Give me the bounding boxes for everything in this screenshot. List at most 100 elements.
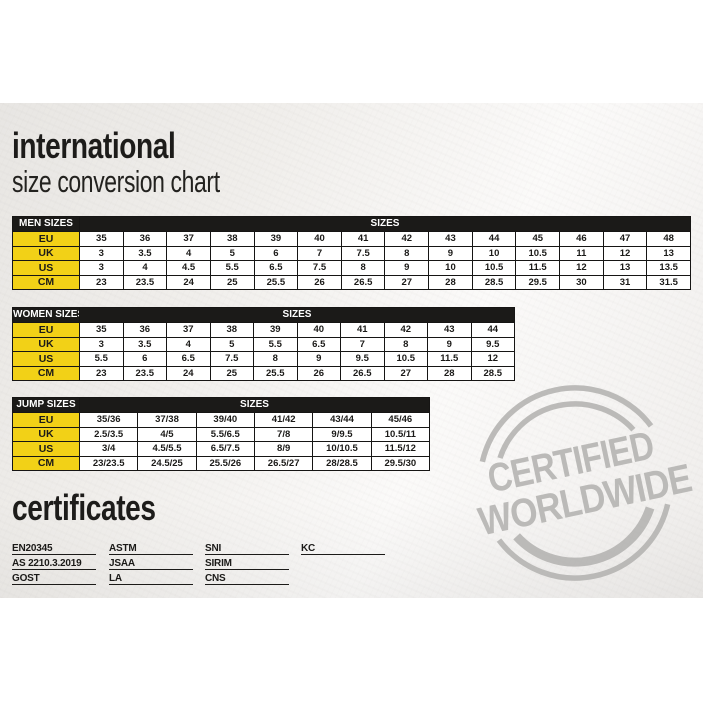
size-cell: 25.5/26	[195, 455, 255, 471]
size-cell: 9.5	[470, 336, 515, 352]
size-cell: 48	[646, 231, 691, 247]
size-cell: 31.5	[646, 274, 691, 290]
size-cell: 3.5	[122, 336, 167, 352]
size-cell: 7.5	[209, 351, 254, 367]
size-cell: 35	[79, 322, 124, 338]
size-cell: 4	[166, 245, 211, 261]
size-cell: 24	[166, 365, 211, 381]
size-cell: 45	[515, 231, 561, 247]
size-cell: 37/38	[137, 412, 197, 428]
size-cell: 30	[559, 274, 604, 290]
size-cell: 7/8	[253, 426, 314, 442]
table-row: CM 23/23.5 24.5/25 25.5/26 26.5/27 28/28.5 29.…	[12, 455, 431, 471]
certificate-item: GOST	[12, 573, 96, 585]
table-row: US 3 4 4.5 5.5 6.5 7.5 8 9 10 10.5 11.5 12 13 13.5	[12, 260, 691, 276]
size-cell: 23.5	[122, 274, 168, 290]
size-cell: 41	[340, 322, 385, 338]
table-row: EU 35 36 37 38 39 40 41 42 43 44	[12, 322, 515, 338]
size-cell: 23	[79, 365, 124, 381]
size-cell: 3	[79, 260, 124, 276]
size-cell: 5	[209, 336, 254, 352]
row-label-cell: US	[12, 351, 80, 367]
table-title-cell: WOMEN SIZES	[12, 307, 80, 323]
size-cell: 10.5/11	[370, 426, 431, 442]
size-cell: 26	[297, 274, 342, 290]
size-cell: 3.5	[122, 245, 168, 261]
size-cell: 8	[340, 260, 386, 276]
size-cell: 25	[209, 274, 255, 290]
size-cell: 40	[297, 231, 342, 247]
size-cell: 47	[602, 231, 648, 247]
table-row: US 5.5 6 6.5 7.5 8 9 9.5 10.5 11.5 12	[12, 351, 515, 367]
size-cell: 9	[428, 245, 473, 261]
size-cell: 10	[471, 245, 517, 261]
size-cell: 5.5	[79, 351, 124, 367]
size-cell: 31	[602, 274, 648, 290]
certificate-item: SIRIM	[205, 558, 289, 570]
table-row: UK 3 3.5 4 5 5.5 6.5 7 8 9 9.5	[12, 336, 515, 352]
table-row: US 3/4 4.5/5.5 6.5/7.5 8/9 10/10.5 11.5/12	[12, 441, 431, 457]
page-subtitle: size conversion chart	[12, 164, 220, 199]
size-cell: 29.5	[515, 274, 561, 290]
size-cell: 7	[340, 336, 385, 352]
size-cell: 4	[122, 260, 168, 276]
size-cell: 41	[340, 231, 386, 247]
table-row: CM 23 23.5 24 25 25.5 26 26.5 27 28 28.5	[12, 365, 515, 381]
certificates-section: EN20345 AS 2210.3.2019 GOST ASTM JSAA LA SNI SI…	[12, 543, 412, 593]
size-cell: 29.5/30	[370, 455, 431, 471]
size-cell: 12	[602, 245, 648, 261]
table-title-cell: MEN SIZES	[12, 216, 80, 232]
size-cell: 5.5/6.5	[195, 426, 255, 442]
certificate-item: CNS	[205, 573, 289, 585]
row-label-cell: EU	[12, 231, 80, 247]
size-cell: 7	[297, 245, 342, 261]
stamp-inner-bottom-arc	[513, 506, 655, 567]
size-cell: 8	[253, 351, 298, 367]
size-table-women-sizes: WOMEN SIZES SIZES EU 35 36 37 38 39 40 41 42 43 44 UK…	[12, 307, 515, 381]
size-cell: 41/42	[253, 412, 314, 428]
size-cell: 6.5	[253, 260, 299, 276]
size-cell: 28.5	[470, 365, 515, 381]
size-cell: 9.5	[340, 351, 385, 367]
row-label-cell: US	[12, 441, 80, 457]
size-cell: 26.5	[340, 365, 385, 381]
size-cell: 38	[209, 322, 254, 338]
size-cell: 6.5/7.5	[195, 441, 255, 457]
certificate-column: KC	[301, 543, 385, 558]
size-cell: 10.5	[383, 351, 428, 367]
size-cell: 28	[428, 274, 473, 290]
size-cell: 6	[122, 351, 167, 367]
size-cell: 35	[79, 231, 124, 247]
certificate-item: LA	[109, 573, 193, 585]
size-cell: 36	[122, 231, 168, 247]
certificate-column: EN20345 AS 2210.3.2019 GOST	[12, 543, 96, 588]
table-row: UK 2.5/3.5 4/5 5.5/6.5 7/8 9/9.5 10.5/11	[12, 426, 431, 442]
stamp-inner-top-arc	[497, 401, 636, 459]
size-cell: 11.5/12	[370, 441, 431, 457]
stamp-outer-bottom-arc	[496, 503, 671, 581]
size-cell: 39/40	[195, 412, 255, 428]
size-cell: 4.5	[166, 260, 211, 276]
size-cell: 7.5	[297, 260, 342, 276]
size-cell: 3	[79, 245, 124, 261]
stamp-outer-top-arc	[479, 385, 654, 463]
certificate-item: KC	[301, 543, 385, 555]
row-label-cell: UK	[12, 336, 80, 352]
size-cell: 12	[559, 260, 604, 276]
size-cell: 35/36	[78, 412, 139, 428]
certificate-column: SNI SIRIM CNS	[205, 543, 289, 588]
certificate-item: EN20345	[12, 543, 96, 555]
size-cell: 44	[470, 322, 515, 338]
size-cell: 6	[253, 245, 299, 261]
size-cell: 6.5	[166, 351, 211, 367]
size-cell: 5.5	[253, 336, 298, 352]
size-cell: 4.5/5.5	[137, 441, 197, 457]
row-label-cell: US	[12, 260, 80, 276]
size-cell: 13.5	[646, 260, 691, 276]
size-cell: 8	[384, 245, 430, 261]
size-cell: 9	[296, 351, 341, 367]
size-cell: 37	[166, 231, 211, 247]
table-row: CM 23 23.5 24 25 25.5 26 26.5 27 28 28.5 29.5 30 31 31…	[12, 274, 691, 290]
row-label-cell: EU	[12, 412, 80, 428]
size-cell: 13	[602, 260, 648, 276]
